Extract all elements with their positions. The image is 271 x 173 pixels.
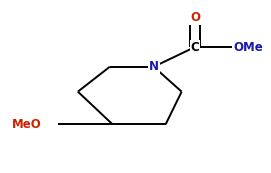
Text: OMe: OMe: [234, 40, 263, 53]
Text: MeO: MeO: [12, 118, 42, 131]
Text: O: O: [190, 11, 200, 24]
Text: C: C: [191, 40, 199, 53]
Text: N: N: [149, 60, 159, 73]
